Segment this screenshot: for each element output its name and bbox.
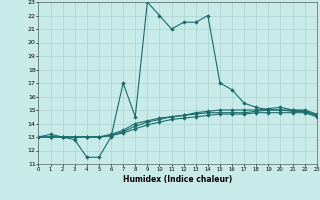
X-axis label: Humidex (Indice chaleur): Humidex (Indice chaleur) [123, 175, 232, 184]
